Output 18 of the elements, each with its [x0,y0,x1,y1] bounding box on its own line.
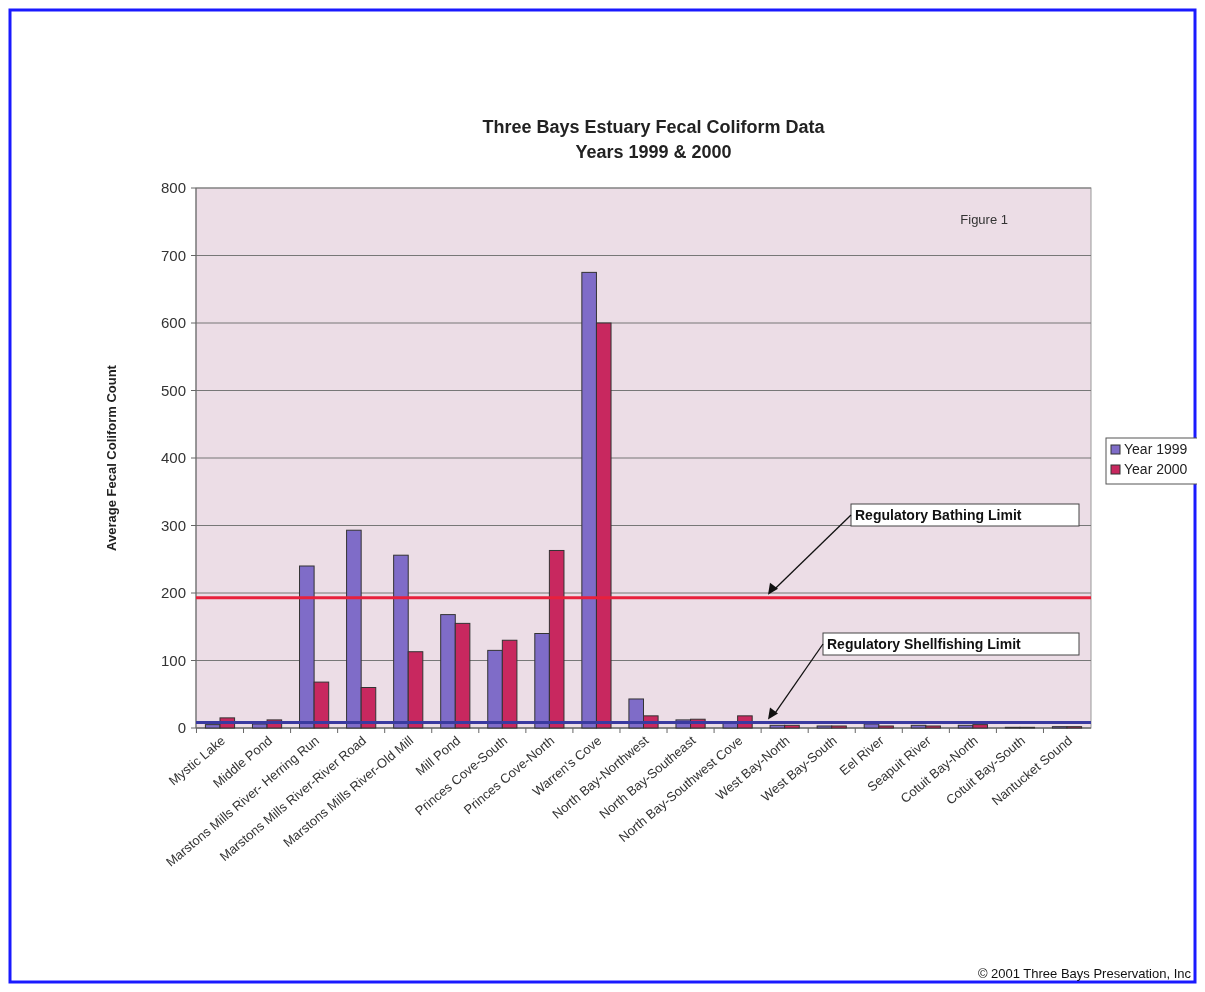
ref-line-label: Regulatory Shellfishing Limit [827,636,1022,652]
legend-label: Year 2000 [1124,461,1188,477]
y-tick-label: 300 [160,516,186,534]
annotation: Figure 1 [960,212,1008,227]
y-tick-label: 0 [177,719,186,737]
legend-label: Year 1999 [1124,441,1188,457]
chart-title: Three Bays Estuary Fecal Coliform Data [482,117,826,137]
y-tick-label: 800 [160,179,186,197]
y-tick-label: 500 [160,381,186,399]
y-tick-label: 600 [160,314,186,332]
y-axis-title: Average Fecal Coliform Count [104,364,119,551]
ref-line-label: Regulatory Bathing Limit [855,507,1022,523]
y-tick-label: 200 [160,584,186,602]
y-tick-label: 400 [160,449,186,467]
y-tick-label: 100 [160,651,186,669]
chart-subtitle: Years 1999 & 2000 [575,142,732,162]
y-tick-label: 700 [160,246,186,264]
text: © 2001 Three Bays Preservation, Inc [977,966,1192,981]
